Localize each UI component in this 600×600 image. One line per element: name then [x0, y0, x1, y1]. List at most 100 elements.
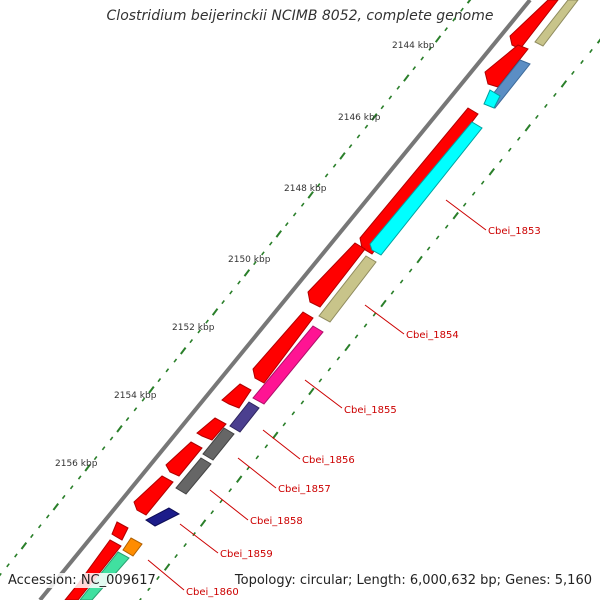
gene-label-cbei-1858[interactable]: Cbei_1858 [250, 516, 303, 527]
tick-mark [180, 347, 187, 355]
gene-label-cbei-1856[interactable]: Cbei_1856 [302, 455, 355, 466]
tick-mark [434, 35, 442, 43]
tick-mark [416, 255, 423, 264]
tick-mark [348, 144, 353, 149]
tick-mark [498, 158, 503, 163]
tick-mark [344, 343, 351, 352]
tick-mark [189, 339, 194, 344]
gene-label-cbei-1853[interactable]: Cbei_1853 [488, 226, 541, 237]
cog-arrow-khaki [534, 0, 579, 47]
kbp-label-2152: 2152 kbp [172, 323, 215, 333]
tick-mark [412, 66, 417, 71]
leader-cbei-1856 [262, 429, 301, 460]
tick-mark [109, 436, 114, 441]
tick-mark [444, 224, 449, 229]
tick-mark [116, 425, 123, 433]
tick-mark [183, 543, 187, 548]
tick-mark [237, 280, 241, 285]
cds-arrow [196, 417, 227, 441]
tick-mark [101, 446, 106, 451]
tick-mark [275, 230, 283, 238]
tick-row-outer [0, 0, 472, 577]
gene-label-cbei-1857[interactable]: Cbei_1857 [278, 484, 331, 495]
tick-mark [589, 48, 593, 54]
tick-mark [372, 312, 377, 317]
cds-arrow [307, 242, 366, 308]
tick-mark [6, 563, 10, 568]
tick-mark [396, 85, 401, 90]
tick-mark [253, 261, 257, 266]
tick-mark [307, 191, 314, 199]
tick-mark [444, 27, 448, 32]
tick-mark [163, 563, 171, 571]
leader-cbei-1859 [179, 523, 219, 554]
tick-mark [197, 329, 202, 334]
tick-mark [14, 553, 18, 558]
tick-mark [318, 378, 323, 383]
tick-mark [228, 488, 233, 493]
kbp-label-2156: 2156 kbp [55, 459, 98, 469]
tick-mark [462, 202, 467, 207]
tick-mark [560, 80, 568, 88]
gene-label-cbei-1860[interactable]: Cbei_1860 [186, 587, 239, 598]
cds-arrow [359, 107, 479, 255]
cog-track [79, 0, 579, 600]
tick-mark [388, 95, 393, 100]
topology-text: Topology: circular; Length: 6,000,632 bp… [234, 573, 592, 588]
tick-mark [516, 136, 521, 141]
tick-mark [390, 290, 395, 295]
tick-mark [61, 494, 66, 500]
tick-mark [236, 475, 243, 483]
tick-mark [272, 431, 279, 440]
cds-arrow [133, 475, 174, 516]
tick-mark [596, 38, 600, 44]
tick-mark [420, 56, 425, 61]
tick-mark [471, 191, 476, 196]
leader-cbei-1854 [364, 304, 405, 335]
tick-mark [125, 417, 130, 422]
tick-mark [133, 407, 138, 412]
tick-mark [93, 456, 98, 461]
tick-mark [308, 387, 315, 396]
cog-arrow-pink [252, 325, 324, 405]
leader-cbei-1858 [209, 489, 249, 521]
tick-mark [264, 444, 269, 449]
gene-label-cbei-1859[interactable]: Cbei_1859 [220, 549, 273, 560]
tick-mark [553, 92, 557, 97]
gene-label-cbei-1855[interactable]: Cbei_1855 [344, 405, 397, 416]
tick-mark [255, 455, 260, 460]
tick-mark [466, 0, 472, 4]
gene-labels: Cbei_1853 Cbei_1854 Cbei_1855 Cbei_1856 … [186, 226, 541, 598]
tick-mark [157, 378, 162, 383]
tick-mark [356, 134, 361, 139]
kbp-label-2154: 2154 kbp [114, 391, 157, 401]
tick-mark [480, 180, 485, 185]
tick-mark [354, 334, 359, 339]
tick-mark [192, 532, 196, 537]
tick-mark [69, 485, 74, 490]
tick-mark [0, 572, 2, 577]
tick-mark [339, 152, 346, 160]
cog-arrow-orange [122, 537, 143, 557]
tick-mark [524, 123, 532, 132]
gene-label-cbei-1854[interactable]: Cbei_1854 [406, 330, 459, 341]
tick-mark [364, 124, 369, 129]
tick-mark [20, 541, 28, 550]
tick-mark [205, 319, 209, 324]
tick-mark [141, 397, 146, 402]
kbp-label-2144: 2144 kbp [392, 41, 435, 51]
tick-mark [336, 356, 341, 361]
tick-mark [291, 411, 296, 416]
tick-mark [30, 533, 34, 539]
tick-mark [284, 222, 289, 227]
kbp-label-2148: 2148 kbp [284, 184, 327, 194]
tick-mark [77, 475, 82, 480]
tick-mark [210, 510, 215, 515]
tick-mark [452, 211, 459, 220]
cog-arrow-grey [202, 427, 235, 461]
tick-mark [371, 113, 378, 121]
tick-mark [300, 202, 305, 207]
cog-arrow-navy [145, 507, 181, 527]
